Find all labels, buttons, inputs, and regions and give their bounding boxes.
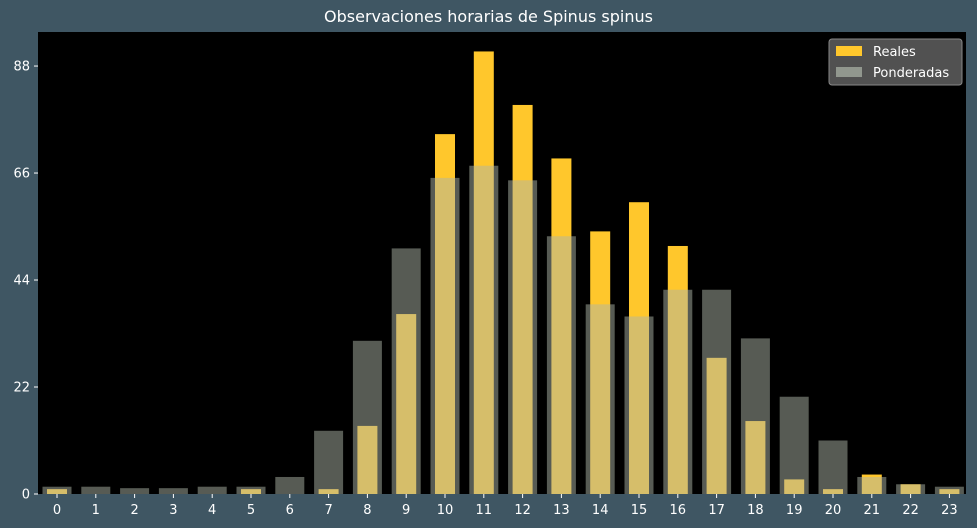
bar-ponderadas-8 <box>352 340 382 494</box>
y-tick-label-22: 22 <box>13 381 30 396</box>
x-tick-label-10: 10 <box>437 503 454 518</box>
bar-ponderadas-14 <box>585 304 615 494</box>
x-tick-label-11: 11 <box>476 503 493 518</box>
bar-ponderadas-4 <box>197 486 227 494</box>
legend: Reales Ponderadas <box>828 38 963 86</box>
bar-ponderadas-15 <box>624 316 654 494</box>
x-tick-label-21: 21 <box>864 503 881 518</box>
x-tick-label-9: 9 <box>402 503 410 518</box>
y-tick-label-44: 44 <box>13 274 30 289</box>
legend-box <box>828 38 963 86</box>
plot-area <box>38 32 966 494</box>
x-tick-label-4: 4 <box>208 503 216 518</box>
x-tick-label-20: 20 <box>825 503 842 518</box>
bar-ponderadas-23 <box>934 486 964 494</box>
x-tick-label-0: 0 <box>53 503 61 518</box>
bar-ponderadas-0 <box>42 486 72 494</box>
bar-ponderadas-18 <box>740 338 770 494</box>
x-tick-label-17: 17 <box>708 503 725 518</box>
y-tick-label-88: 88 <box>13 60 30 75</box>
bar-ponderadas-16 <box>663 289 693 494</box>
x-tick-label-16: 16 <box>670 503 687 518</box>
legend-swatch-reales <box>836 46 862 56</box>
bar-ponderadas-11 <box>469 165 499 494</box>
bar-ponderadas-9 <box>391 248 421 494</box>
x-tick-label-5: 5 <box>247 503 255 518</box>
legend-label-reales: Reales <box>873 45 916 60</box>
legend-swatch-ponderadas <box>836 67 862 77</box>
chart-title: Observaciones horarias de Spinus spinus <box>324 7 653 26</box>
x-tick-label-8: 8 <box>363 503 371 518</box>
bar-ponderadas-3 <box>158 488 188 494</box>
x-tick-label-3: 3 <box>169 503 177 518</box>
bar-ponderadas-5 <box>236 486 266 494</box>
bar-ponderadas-20 <box>818 440 848 494</box>
bars-layer <box>42 51 964 495</box>
bar-ponderadas-22 <box>896 484 926 494</box>
x-tick-label-7: 7 <box>324 503 332 518</box>
x-tick-label-1: 1 <box>92 503 100 518</box>
x-tick-label-13: 13 <box>553 503 570 518</box>
bar-ponderadas-12 <box>508 180 538 495</box>
x-tick-label-22: 22 <box>902 503 919 518</box>
bar-ponderadas-21 <box>857 476 887 494</box>
bar-ponderadas-6 <box>275 476 305 494</box>
bar-ponderadas-1 <box>81 486 111 494</box>
bar-ponderadas-17 <box>702 289 732 494</box>
x-tick-label-19: 19 <box>786 503 803 518</box>
x-tick-label-6: 6 <box>286 503 294 518</box>
axis-layer: 0 1 2 3 4 5 6 7 8 9 10 11 12 13 14 15 16 17 18 19 20 21 22 2302… <box>13 60 957 518</box>
x-tick-label-23: 23 <box>941 503 958 518</box>
x-tick-label-2: 2 <box>130 503 138 518</box>
x-tick-label-14: 14 <box>592 503 609 518</box>
x-tick-label-18: 18 <box>747 503 764 518</box>
legend-label-ponderadas: Ponderadas <box>873 66 949 81</box>
x-tick-label-12: 12 <box>514 503 531 518</box>
y-tick-label-66: 66 <box>13 167 30 182</box>
bar-ponderadas-7 <box>314 430 344 494</box>
x-tick-label-15: 15 <box>631 503 648 518</box>
bar-ponderadas-10 <box>430 177 460 495</box>
bar-ponderadas-13 <box>546 236 576 494</box>
bar-ponderadas-19 <box>779 396 809 494</box>
y-tick-label-0: 0 <box>22 488 30 503</box>
bar-ponderadas-2 <box>120 488 150 494</box>
